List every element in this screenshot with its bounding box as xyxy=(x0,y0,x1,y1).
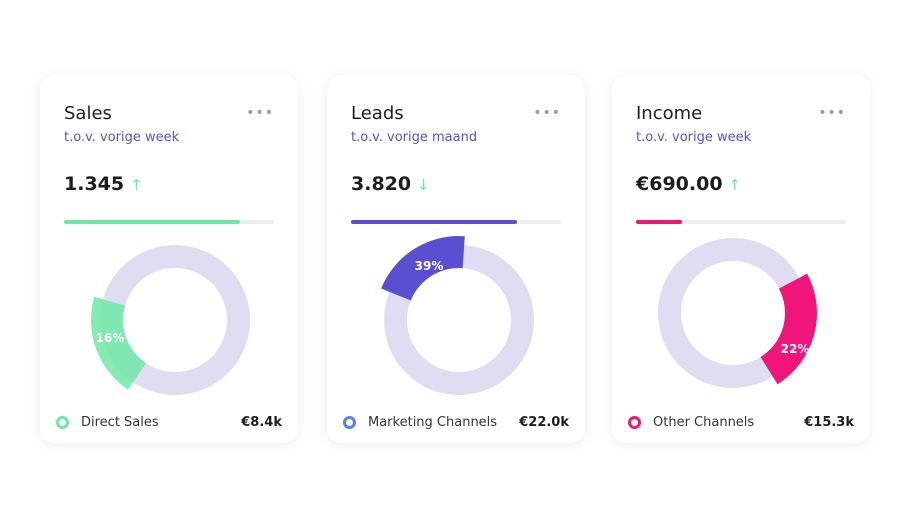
card-sales: Sales ••• t.o.v. vorige week 1.345 ↑ 16% … xyxy=(40,75,298,443)
legend: Marketing Channels €22.0k xyxy=(343,415,569,430)
legend-label: Direct Sales xyxy=(81,415,159,430)
more-options-icon[interactable]: ••• xyxy=(533,105,561,121)
card-title: Leads xyxy=(351,103,404,124)
trend-up-icon: ↑ xyxy=(728,176,742,194)
legend-label: Other Channels xyxy=(653,415,755,430)
legend-amount: €15.3k xyxy=(804,415,854,430)
donut-chart: 39% xyxy=(381,236,534,395)
trend-up-icon: ↑ xyxy=(130,176,143,194)
legend: Other Channels €15.3k xyxy=(628,415,854,430)
progress-fill xyxy=(351,220,517,224)
progress-fill xyxy=(636,220,683,224)
legend-amount: €22.0k xyxy=(519,415,569,430)
legend-dot-icon xyxy=(56,416,69,429)
donut-segment[interactable] xyxy=(381,236,465,301)
donut-chart: 22% xyxy=(658,238,817,388)
card-subtitle: t.o.v. vorige week xyxy=(636,130,752,145)
card-income: Income ••• t.o.v. vorige week €690.00 ↑ 2… xyxy=(612,75,870,443)
more-options-icon[interactable]: ••• xyxy=(818,105,846,121)
legend-dot-icon xyxy=(628,416,641,429)
progress-bar xyxy=(636,220,846,224)
card-title: Income xyxy=(636,103,703,124)
segment-label: 39% xyxy=(415,259,444,273)
value-text: €690.00 xyxy=(636,173,723,195)
segment-label: 22% xyxy=(781,342,810,356)
card-value: 1.345 ↑ xyxy=(64,173,143,195)
donut-chart: 16% xyxy=(91,245,250,395)
legend: Direct Sales €8.4k xyxy=(56,415,282,430)
card-value: 3.820 ↓ xyxy=(351,173,430,195)
trend-down-icon: ↓ xyxy=(417,176,430,194)
legend-amount: €8.4k xyxy=(241,415,282,430)
legend-dot-icon xyxy=(343,416,356,429)
progress-bar xyxy=(351,220,561,224)
card-subtitle: t.o.v. vorige week xyxy=(64,130,180,145)
card-leads: Leads ••• t.o.v. vorige maand 3.820 ↓ 39%… xyxy=(327,75,585,443)
legend-label: Marketing Channels xyxy=(368,415,498,430)
progress-bar xyxy=(64,220,274,224)
card-subtitle: t.o.v. vorige maand xyxy=(351,130,478,145)
donut-segment[interactable] xyxy=(91,296,146,390)
card-value: €690.00 ↑ xyxy=(636,173,741,195)
donut-segment[interactable] xyxy=(760,273,817,385)
value-text: 3.820 xyxy=(351,173,412,195)
more-options-icon[interactable]: ••• xyxy=(246,105,274,121)
segment-label: 16% xyxy=(96,331,125,345)
progress-fill xyxy=(64,220,241,224)
value-text: 1.345 xyxy=(64,173,125,195)
card-title: Sales xyxy=(64,103,112,124)
